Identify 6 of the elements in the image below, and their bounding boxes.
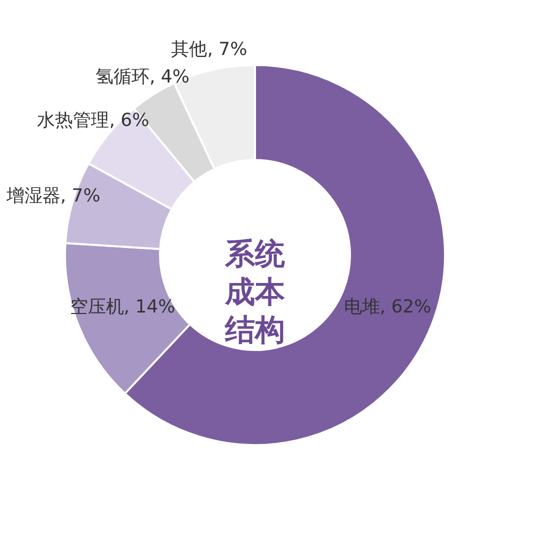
slice-label: 水热管理, 6% [37,110,150,132]
slice-label: 电堆, 62% [344,296,432,318]
slice-label: 其他, 7% [171,39,248,60]
slice-label: 增湿器, 7% [5,185,100,206]
text: 系统成本结构 [224,237,286,348]
slice-label: 氢循环, 4% [95,66,190,88]
